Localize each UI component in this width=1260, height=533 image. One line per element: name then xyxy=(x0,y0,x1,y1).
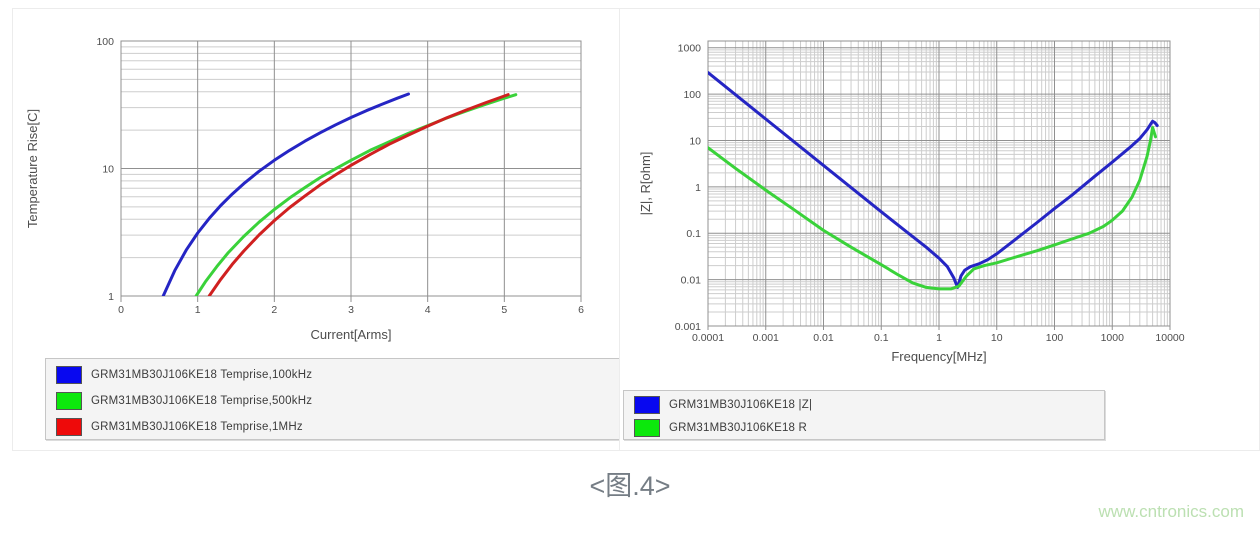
series-lines xyxy=(161,92,518,296)
x-axis: 0 1 2 3 4 5 6 xyxy=(118,296,584,316)
y-tick-label: 0.1 xyxy=(686,228,701,240)
x-tick-label: 1 xyxy=(195,304,201,316)
x-axis-label: Current[Arms] xyxy=(311,327,392,342)
x-tick-label: 3 xyxy=(348,304,354,316)
y-axis-label: |Z|, R[ohm] xyxy=(638,152,653,216)
series-line-temprise-100khz xyxy=(161,92,410,296)
series-lines xyxy=(708,71,1159,291)
x-tick-label: 1 xyxy=(936,332,942,344)
y-axis: 0.001 0.01 0.1 1 10 100 1000 xyxy=(675,43,701,333)
x-tick-label: 0.1 xyxy=(874,332,889,344)
legend-item-resistance-r: GRM31MB30J106KE18 R xyxy=(624,416,1104,439)
impedance-legend: GRM31MB30J106KE18 |Z| GRM31MB30J106KE18 R xyxy=(623,390,1105,440)
y-tick-label: 10 xyxy=(102,164,114,176)
grid xyxy=(121,41,581,296)
y-axis-label: Temperature Rise[C] xyxy=(25,109,40,228)
y-axis: 1 10 100 xyxy=(96,36,114,303)
impedance-chart-panel: 0.0001 0.001 0.01 0.1 1 10 100 1000 10000 0.001 0.… xyxy=(619,8,1260,451)
x-tick-label: 4 xyxy=(425,304,431,316)
x-tick-label: 10 xyxy=(991,332,1003,344)
legend-label: GRM31MB30J106KE18 Temprise,500kHz xyxy=(91,395,313,407)
figure-caption: <图.4> xyxy=(589,471,671,501)
x-tick-label: 6 xyxy=(578,304,584,316)
legend-swatch xyxy=(56,418,82,436)
x-tick-label: 0 xyxy=(118,304,124,316)
x-axis-label: Frequency[MHz] xyxy=(891,349,986,364)
y-tick-label: 1 xyxy=(108,291,114,303)
legend-swatch xyxy=(634,418,660,437)
grid xyxy=(708,41,1170,326)
legend-label: GRM31MB30J106KE18 R xyxy=(669,421,808,434)
x-tick-label: 100 xyxy=(1046,332,1064,344)
legend-swatch xyxy=(56,392,82,410)
y-tick-label: 0.001 xyxy=(675,321,701,333)
y-tick-label: 100 xyxy=(683,89,701,101)
y-tick-label: 100 xyxy=(96,36,114,48)
watermark: www.cntronics.com xyxy=(1098,502,1244,521)
y-tick-label: 10 xyxy=(689,135,701,147)
x-tick-label: 0.0001 xyxy=(692,332,724,344)
x-tick-label: 0.01 xyxy=(813,332,834,344)
legend-item-temprise-100khz: GRM31MB30J106KE18 Temprise,100kHz xyxy=(46,362,619,388)
temperature-rise-chart-panel: 0 1 2 3 4 5 6 1 10 100 Current[Arms] Temperature Ri… xyxy=(12,8,627,451)
legend-swatch xyxy=(634,395,660,414)
x-tick-label: 10000 xyxy=(1155,332,1184,344)
legend-swatch xyxy=(56,366,82,384)
legend-item-temprise-500khz: GRM31MB30J106KE18 Temprise,500kHz xyxy=(46,388,619,414)
legend-item-temprise-1mhz: GRM31MB30J106KE18 Temprise,1MHz xyxy=(46,414,619,440)
legend-label: GRM31MB30J106KE18 |Z| xyxy=(669,398,813,411)
series-line-impedance-z xyxy=(708,71,1159,289)
x-tick-label: 1000 xyxy=(1101,332,1125,344)
x-tick-label: 2 xyxy=(271,304,277,316)
series-line-temprise-1mhz xyxy=(207,93,510,296)
x-axis: 0.0001 0.001 0.01 0.1 1 10 100 1000 10000 xyxy=(692,326,1185,344)
legend-label: GRM31MB30J106KE18 Temprise,1MHz xyxy=(91,421,303,433)
legend-label: GRM31MB30J106KE18 Temprise,100kHz xyxy=(91,369,313,381)
y-tick-label: 1 xyxy=(695,182,701,194)
series-line-resistance-r xyxy=(708,126,1157,291)
y-tick-label: 1000 xyxy=(678,43,702,55)
impedance-chart: 0.0001 0.001 0.01 0.1 1 10 100 1000 100000.0010.… xyxy=(638,40,1185,364)
y-tick-label: 0.01 xyxy=(681,275,702,287)
x-tick-label: 5 xyxy=(501,304,507,316)
legend-item-impedance-z: GRM31MB30J106KE18 |Z| xyxy=(624,393,1104,416)
temperature-rise-legend: GRM31MB30J106KE18 Temprise,100kHz GRM31MB… xyxy=(45,358,620,440)
x-tick-label: 0.001 xyxy=(753,332,779,344)
